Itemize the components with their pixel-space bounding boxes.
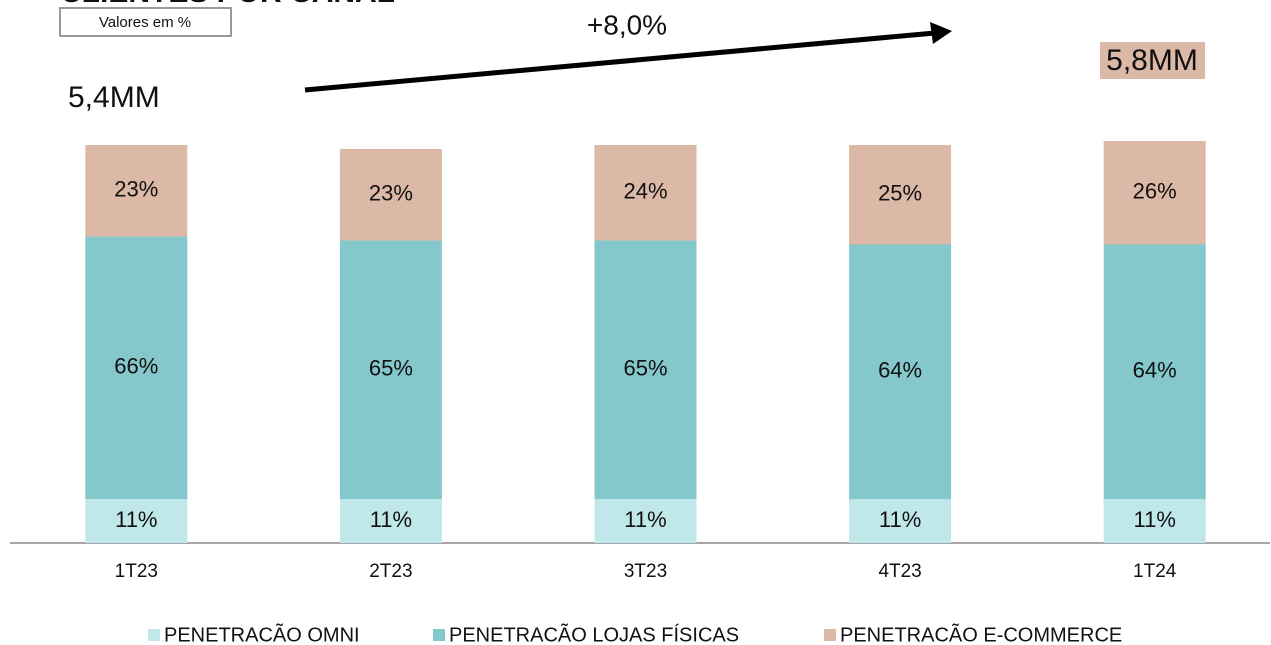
legend-label: PENETRACÃO OMNI (164, 622, 360, 645)
bar-label: 65% (623, 356, 667, 381)
annotation-end: 5,8MM (1106, 44, 1198, 77)
bar-label: 24% (623, 179, 667, 204)
legend-swatch (148, 629, 160, 641)
bar-label: 64% (878, 358, 922, 383)
bar-segment (85, 236, 188, 500)
bar-segment (85, 145, 188, 237)
bar-label: 23% (114, 177, 158, 202)
bar-segment (339, 499, 442, 543)
bar-label: 66% (114, 354, 158, 379)
bar-segment (339, 240, 442, 500)
x-tick-label: 1T23 (115, 561, 158, 582)
x-tick-label: 4T23 (878, 561, 921, 582)
legend-label: PENETRACÃO E-COMMERCE (840, 622, 1122, 645)
x-tick-label: 1T24 (1133, 561, 1177, 582)
subtitle-box (59, 7, 232, 37)
bar-label: 11% (624, 507, 666, 532)
bar-segment (594, 145, 697, 241)
bar-segment (849, 244, 952, 500)
bar-segment (849, 499, 952, 543)
legend-label: PENETRACÃO LOJAS FÍSICAS (449, 622, 739, 645)
bar-label: 23% (369, 181, 413, 206)
legend-swatch (433, 629, 445, 641)
bar-segment (85, 499, 188, 543)
annotation-growth: +8,0% (587, 9, 667, 40)
chart-title: CLIENTES POR CANAL (60, 0, 395, 9)
x-tick-label: 2T23 (369, 561, 412, 582)
bar-label: 11% (370, 507, 412, 532)
subtitle: Valores em % (99, 14, 191, 31)
bar-segment (1103, 244, 1206, 500)
bar-label: 26% (1133, 179, 1177, 204)
annotation-highlight (1100, 42, 1205, 79)
bar-segment (1103, 141, 1206, 245)
bar-segment (849, 145, 952, 245)
bar-segment (594, 240, 697, 500)
bar-label: 25% (878, 181, 922, 206)
bar-label: 64% (1133, 358, 1177, 383)
x-tick-label: 3T23 (624, 561, 667, 582)
arrow-head (930, 22, 952, 44)
growth-arrow (304, 30, 936, 93)
bar-label: 65% (369, 356, 413, 381)
bar-segment (1103, 499, 1206, 543)
bar-label: 11% (879, 507, 921, 532)
legend-swatch (824, 629, 836, 641)
bar-segment (594, 499, 697, 543)
bar-label: 11% (1133, 507, 1175, 532)
annotation-start: 5,4MM (68, 81, 160, 114)
bar-segment (339, 148, 442, 241)
bar-label: 11% (115, 507, 157, 532)
